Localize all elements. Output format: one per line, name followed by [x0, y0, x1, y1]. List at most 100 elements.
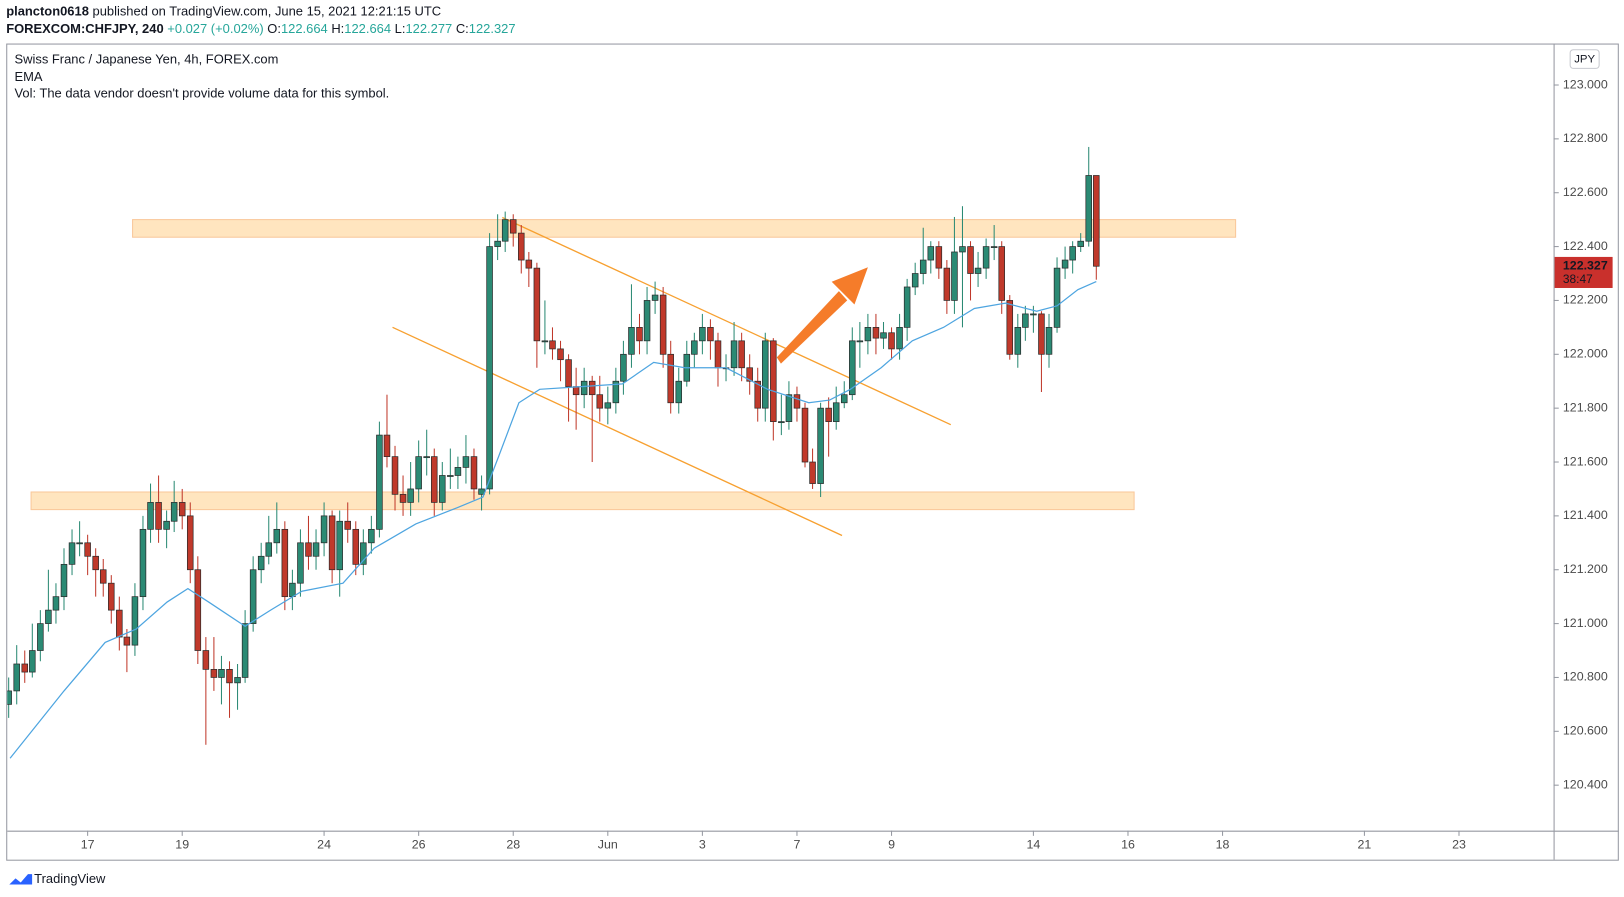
candle-body [643, 300, 651, 342]
candle-body [651, 294, 659, 301]
publish-line: plancton0618 published on TradingView.co… [6, 4, 441, 19]
x-tick-label: 17 [81, 837, 95, 851]
brand: TradingView [34, 871, 106, 886]
candle-body [707, 327, 714, 342]
candle-body [1045, 327, 1053, 355]
candle-body [533, 267, 541, 342]
x-tick-label: 19 [175, 837, 189, 851]
high-label: H: [331, 21, 344, 36]
candle-body [809, 461, 816, 484]
x-tick-label: 24 [317, 837, 331, 851]
x-tick-label: 21 [1358, 837, 1372, 851]
candle-body [312, 542, 320, 557]
candle-body [273, 528, 281, 544]
volume-note: Vol: The data vendor doesn't provide vol… [15, 86, 390, 101]
y-tick-label: 122.600 [1563, 185, 1608, 199]
candle-body [60, 563, 68, 598]
x-tick-label: Jun [598, 837, 618, 851]
candle-body [565, 359, 572, 387]
candle-body [943, 267, 951, 301]
y-tick-label: 121.200 [1563, 562, 1608, 576]
candle-body [880, 332, 887, 339]
candle-body [139, 528, 147, 598]
candle-body [856, 340, 864, 343]
candle-body [383, 434, 391, 457]
x-tick-label: 9 [888, 837, 895, 851]
candle-body [423, 456, 430, 459]
y-tick-label: 123.000 [1563, 77, 1608, 91]
candle-body [257, 555, 265, 571]
low-label: L: [395, 21, 406, 36]
candle-body [163, 520, 170, 530]
y-tick-label: 121.000 [1563, 616, 1608, 630]
candle-body [439, 475, 446, 503]
last-price: 122.327 [1563, 259, 1608, 273]
x-tick-label: 23 [1452, 837, 1466, 851]
candle-body [336, 520, 343, 571]
close-value: 122.327 [469, 21, 516, 36]
candle-body [888, 332, 895, 350]
candle-body [990, 246, 998, 248]
channel-upper-line [502, 216, 952, 426]
candle-body [951, 251, 958, 301]
candle-body [588, 380, 596, 396]
candle-body [265, 542, 273, 557]
candle-body [793, 394, 801, 409]
candle-body [1022, 313, 1029, 328]
x-tick-label: 14 [1026, 837, 1040, 851]
x-tick-label: 16 [1121, 837, 1135, 851]
y-tick-label: 121.800 [1563, 400, 1608, 414]
candle-body [746, 367, 753, 382]
candle-body [1038, 313, 1045, 355]
candle-body [249, 569, 257, 624]
low-value: 122.277 [405, 21, 452, 36]
candle-body [131, 596, 139, 646]
candle-body [1006, 300, 1014, 355]
channel-lower-line [392, 326, 843, 537]
candle-body [518, 232, 525, 261]
candle-body [194, 569, 202, 651]
plot-area [7, 146, 1237, 759]
candle-body [549, 340, 556, 350]
candle-body [391, 456, 399, 495]
candle-body [376, 434, 383, 530]
candle-body [714, 340, 722, 369]
candle-body [935, 246, 943, 269]
last-price-badge [1554, 256, 1613, 288]
symbol: FOREXCOM:CHFJPY, 240 [6, 21, 163, 36]
candle-body [186, 515, 194, 571]
candle-body [896, 327, 903, 350]
currency-badge [1569, 49, 1600, 69]
countdown: 38:47 [1563, 272, 1593, 286]
candle-body [45, 609, 52, 624]
candle-body [99, 569, 107, 584]
candle-body [1014, 327, 1022, 355]
candle-body [620, 353, 627, 382]
candle-body [832, 402, 840, 422]
candle-body [37, 623, 44, 651]
candle-body [762, 340, 769, 409]
x-tick-label: 28 [506, 837, 520, 851]
published: published on TradingView.com, June 15, 2… [93, 4, 442, 19]
candle-body [486, 246, 493, 490]
candle-body [178, 502, 186, 517]
y-tick-label: 120.400 [1563, 777, 1608, 791]
candle-body [108, 582, 115, 611]
arrow-head [831, 267, 868, 305]
candle-body [1061, 259, 1069, 269]
candle-body [525, 259, 533, 269]
candle-body [699, 327, 706, 342]
candle-body [407, 488, 414, 503]
candle-body [825, 407, 832, 422]
candle-body [1053, 267, 1061, 328]
candle-body [959, 246, 966, 253]
candle-body [368, 528, 375, 544]
candle-body [572, 386, 580, 396]
candle-body [754, 380, 761, 409]
brand-logo [9, 874, 33, 885]
close-label: C: [456, 21, 469, 36]
candle-body [415, 456, 422, 490]
candle-body [778, 421, 785, 424]
resistance-zone [132, 219, 1237, 238]
